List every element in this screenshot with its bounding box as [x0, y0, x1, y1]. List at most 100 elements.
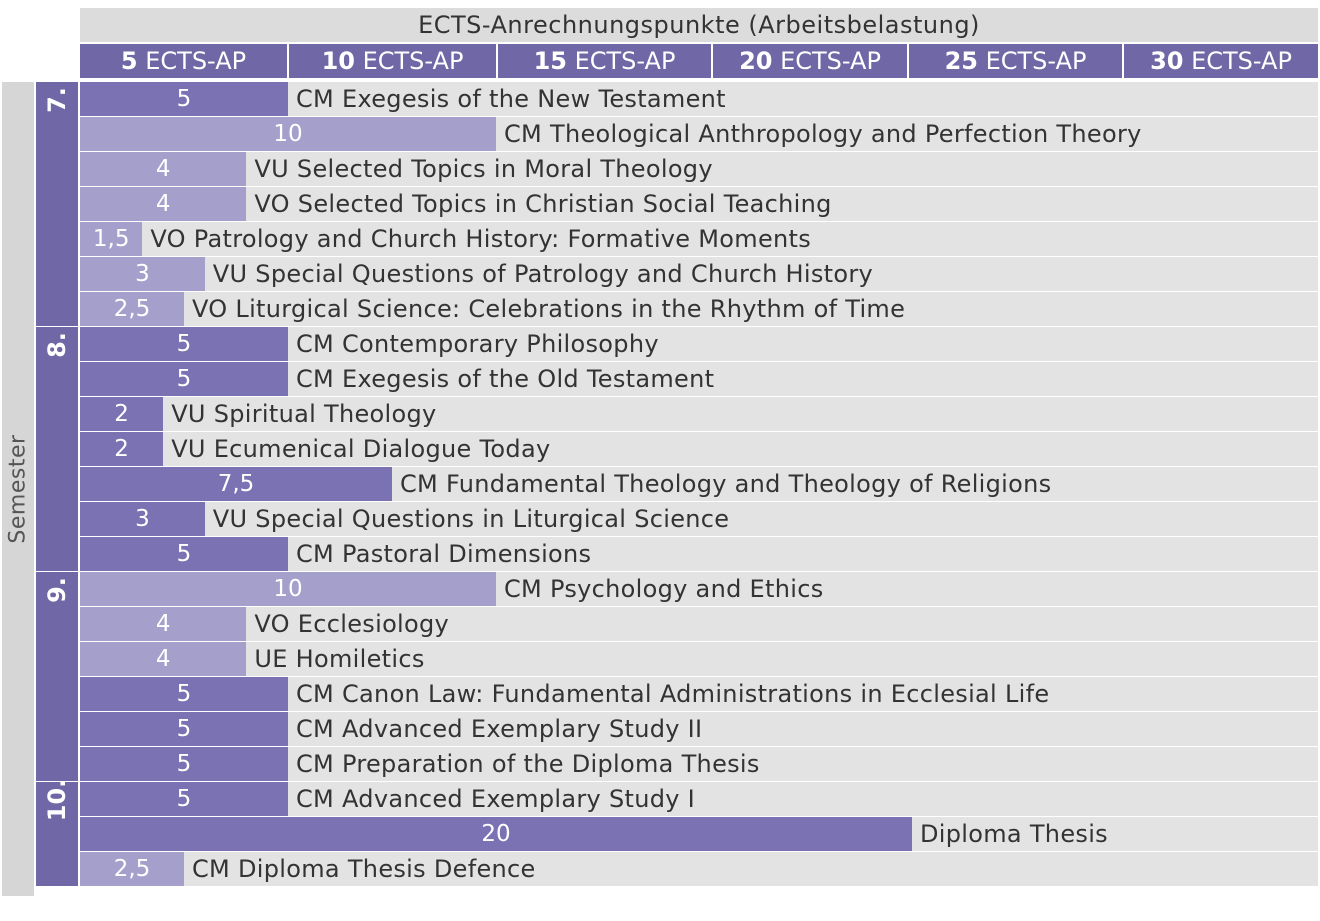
row-background	[80, 292, 1318, 326]
bar	[80, 537, 288, 571]
course-label: CM Psychology and Ethics	[504, 575, 824, 603]
course-label: CM Fundamental Theology and Theology of …	[400, 470, 1052, 498]
bar	[80, 257, 205, 291]
row-background	[80, 397, 1318, 431]
bar-value-label: 5	[176, 86, 192, 112]
x-tick-unit: ECTS-AP	[1183, 47, 1292, 75]
course-label: CM Diploma Thesis Defence	[192, 855, 536, 883]
course-label: VU Ecumenical Dialogue Today	[171, 435, 551, 463]
bar-value-label: 10	[273, 121, 303, 147]
x-tick-label: 25 ECTS-AP	[909, 44, 1124, 78]
bar-value-label: 20	[481, 821, 511, 847]
bar	[80, 292, 184, 326]
row-background	[80, 852, 1318, 886]
bar	[80, 117, 496, 151]
course-label: VU Special Questions of Patrology and Ch…	[212, 260, 874, 288]
bar	[80, 852, 184, 886]
x-tick-label: 15 ECTS-AP	[498, 44, 713, 78]
bar-value-label: 1,5	[92, 226, 130, 252]
row-background	[80, 642, 1318, 676]
course-label: CM Preparation of the Diploma Thesis	[296, 750, 760, 778]
course-label: CM Theological Anthropology and Perfecti…	[504, 120, 1142, 148]
row-background	[80, 257, 1318, 291]
row-background	[80, 222, 1318, 256]
bar-value-label: 3	[135, 506, 150, 532]
semester-label: 7.	[43, 87, 71, 113]
course-label: VU Selected Topics in Moral Theology	[254, 155, 713, 183]
course-label: VU Spiritual Theology	[171, 400, 437, 428]
course-label: VU Special Questions in Liturgical Scien…	[212, 505, 730, 533]
bar	[80, 222, 143, 256]
x-tick-label: 30 ECTS-AP	[1124, 44, 1318, 78]
y-axis-label: Semester	[5, 434, 31, 544]
x-tick-number: 5	[120, 47, 138, 75]
bar-value-label: 2,5	[113, 296, 151, 322]
x-tick-unit: ECTS-AP	[772, 47, 881, 75]
bar-value-label: 10	[273, 576, 303, 602]
course-label: UE Homiletics	[254, 645, 425, 673]
course-label: VO Ecclesiology	[254, 610, 450, 638]
bar-value-label: 2,5	[113, 856, 151, 882]
course-label: CM Advanced Exemplary Study I	[296, 785, 696, 813]
bar	[80, 607, 247, 641]
bar	[80, 642, 247, 676]
bar-value-label: 5	[176, 331, 192, 357]
bar	[80, 362, 288, 396]
bar-value-label: 5	[176, 751, 192, 777]
course-label: CM Exegesis of the New Testament	[296, 85, 726, 113]
bar	[80, 502, 205, 536]
bar	[80, 677, 288, 711]
semester-axis-block	[2, 82, 34, 896]
course-label: CM Contemporary Philosophy	[296, 330, 659, 358]
x-tick-number: 25	[944, 47, 978, 75]
bar	[80, 152, 247, 186]
x-tick-number: 30	[1150, 47, 1184, 75]
course-label: Diploma Thesis	[920, 820, 1108, 848]
bar	[80, 327, 288, 361]
bar-value-label: 4	[155, 156, 171, 182]
course-label: VO Patrology and Church History: Formati…	[150, 225, 812, 253]
bar-value-label: 4	[155, 646, 171, 672]
row-background	[80, 432, 1318, 466]
course-label: VO Liturgical Science: Celebrations in t…	[192, 295, 906, 323]
bar	[80, 82, 288, 116]
bar	[80, 187, 247, 221]
row-background	[80, 152, 1318, 186]
course-label: CM Exegesis of the Old Testament	[296, 365, 715, 393]
bar	[80, 397, 164, 431]
bar-value-label: 3	[135, 261, 150, 287]
row-background	[80, 187, 1318, 221]
bar-value-label: 2	[114, 436, 129, 462]
semester-label: 10.	[43, 778, 71, 822]
course-label: CM Canon Law: Fundamental Administration…	[296, 680, 1050, 708]
x-tick-label: 20 ECTS-AP	[713, 44, 909, 78]
semester-block	[36, 572, 78, 781]
x-tick-number: 20	[739, 47, 773, 75]
bar	[80, 432, 164, 466]
bar-value-label: 5	[176, 786, 192, 812]
bar-value-label: 7,5	[217, 471, 255, 497]
semester-block	[36, 782, 78, 886]
course-label: CM Advanced Exemplary Study II	[296, 715, 703, 743]
bar-value-label: 4	[155, 191, 171, 217]
row-background	[80, 607, 1318, 641]
bar	[80, 467, 392, 501]
x-tick-number: 15	[533, 47, 567, 75]
bar-value-label: 4	[155, 611, 171, 637]
bar	[80, 747, 288, 781]
semester-block	[36, 82, 78, 326]
bar-value-label: 5	[176, 366, 192, 392]
x-tick-unit: ECTS-AP	[977, 47, 1087, 75]
x-tick-unit: ECTS-AP	[137, 47, 247, 75]
row-background	[80, 502, 1318, 536]
x-tick-label: 10 ECTS-AP	[289, 44, 498, 78]
semester-block	[36, 327, 78, 571]
bar	[80, 712, 288, 746]
course-label: VO Selected Topics in Christian Social T…	[254, 190, 832, 218]
course-label: CM Pastoral Dimensions	[296, 540, 592, 568]
bar-value-label: 5	[176, 716, 192, 742]
bar-value-label: 2	[114, 401, 129, 427]
x-tick-unit: ECTS-AP	[354, 47, 464, 75]
bar-value-label: 5	[176, 541, 192, 567]
